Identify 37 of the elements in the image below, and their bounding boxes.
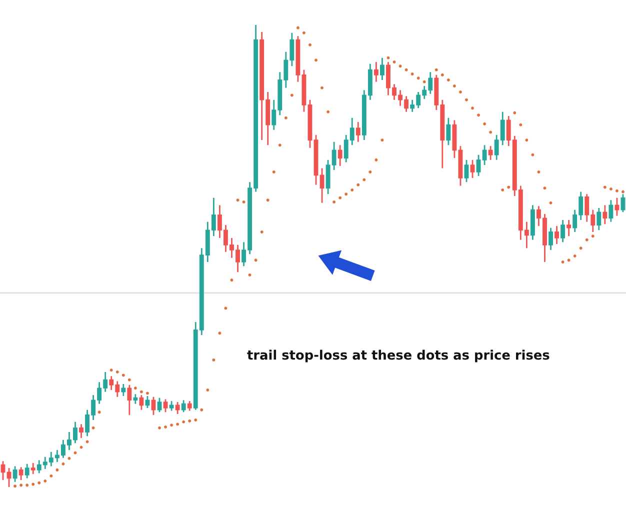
candlestick [446,117,451,146]
candlestick [566,219,572,237]
candlestick [488,145,493,161]
candlestick [6,467,12,488]
candlestick [470,159,475,179]
candlestick [0,460,6,481]
candlestick [560,219,566,243]
candlestick [554,225,560,245]
candlestick [181,399,186,413]
candlestick [614,197,620,216]
annotation: trail stop-loss at these dots as price rises [247,350,550,362]
candlestick [187,400,192,412]
candlestick [169,400,174,412]
candlestick [30,462,36,475]
candlestick [24,463,30,479]
candlestick [139,394,144,411]
candlestick [175,401,180,415]
candlestick [548,227,553,251]
candlestick [127,384,132,416]
candlestick [464,159,469,183]
candlestick [133,393,138,405]
candlestick [151,396,156,416]
candlestick [374,61,378,83]
candlestick [338,144,342,167]
candlestick [79,423,84,439]
candlestick [596,207,602,231]
candlestick [18,466,24,481]
candlestick [320,168,324,204]
candlestick [608,199,614,223]
candlestick [145,395,150,409]
candlestick [602,204,608,225]
candlestick [121,383,126,397]
candlestick [157,397,162,413]
candlestick [356,121,360,143]
candlestick [163,398,168,413]
candlestick [380,57,384,81]
candlestick [12,466,18,483]
